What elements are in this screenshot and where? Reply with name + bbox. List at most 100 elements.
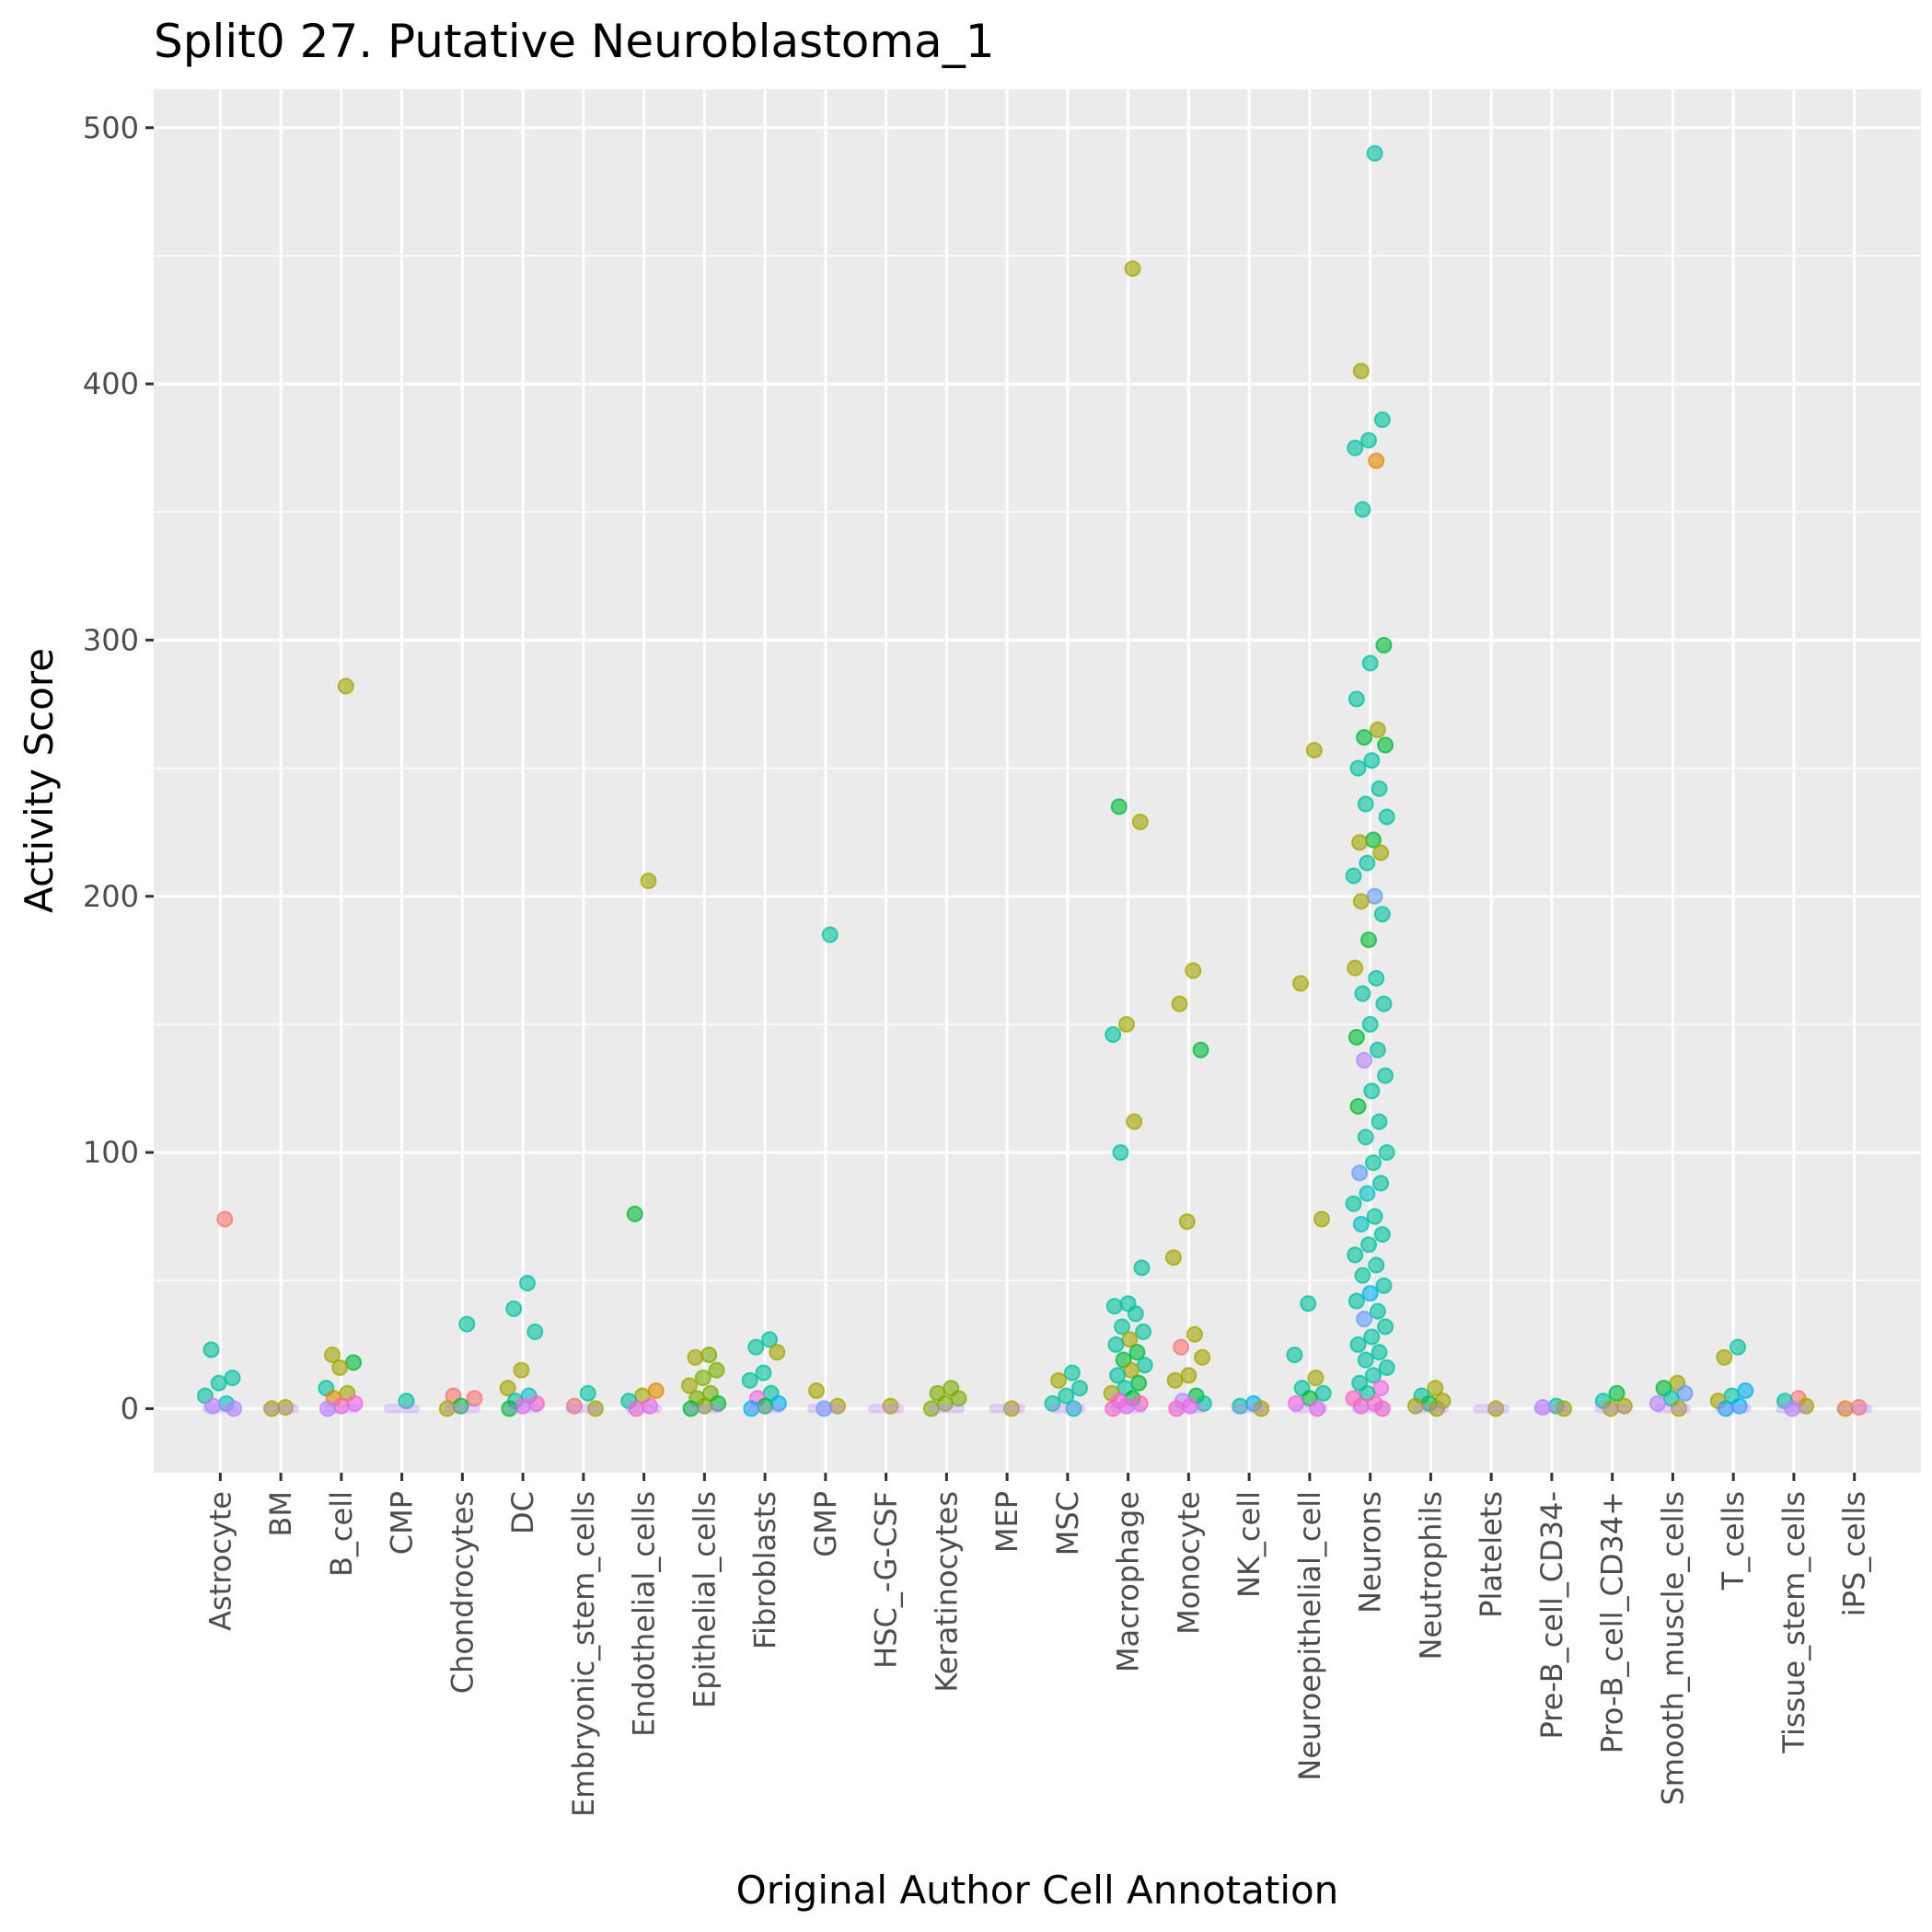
scatter-point [398, 1393, 415, 1410]
scatter-point [1348, 1292, 1365, 1310]
x-tick-label: HSC_-G-CSF [869, 1491, 904, 1669]
scatter-point [519, 1275, 537, 1292]
scatter-point [1345, 1195, 1362, 1212]
scatter-point [1377, 736, 1394, 754]
scatter-point [1357, 1128, 1374, 1146]
x-tick-label: Fibroblasts [747, 1491, 782, 1649]
scatter-point [1288, 1394, 1305, 1412]
scatter-point [337, 677, 354, 695]
baseline-cluster [262, 1404, 299, 1414]
scatter-point [1127, 1305, 1144, 1323]
x-tick-label: Tissue_stem_cells [1776, 1491, 1811, 1754]
scatter-point [1364, 1367, 1382, 1384]
scatter-point [1373, 1226, 1391, 1244]
scatter-point [1124, 260, 1141, 277]
scatter-point [1368, 1256, 1385, 1274]
baseline-cluster [565, 1404, 602, 1414]
scatter-point [1063, 1364, 1081, 1382]
scatter-point [1352, 1216, 1370, 1233]
baseline-cluster [1533, 1404, 1570, 1414]
baseline-cluster [1170, 1404, 1208, 1414]
scatter-point [922, 1400, 940, 1417]
scatter-point [1351, 1164, 1369, 1182]
baseline-cluster [928, 1404, 966, 1414]
scatter-point [1737, 1382, 1754, 1399]
scatter-point [587, 1400, 604, 1417]
scatter-point [1065, 1400, 1082, 1417]
scatter-point [1050, 1371, 1068, 1389]
x-tick-label: Epithelial_cells [687, 1491, 722, 1708]
scatter-point [1253, 1400, 1270, 1417]
baseline-cluster [444, 1404, 481, 1414]
scatter-point [1130, 1374, 1148, 1392]
scatter-point [1487, 1400, 1505, 1417]
scatter-point [1427, 1380, 1444, 1397]
x-tick-label: Endothelial_cells [627, 1491, 662, 1737]
scatter-point [1136, 1357, 1153, 1374]
scatter-point [1185, 962, 1202, 979]
y-tick-label: 400 [83, 366, 139, 401]
baseline-cluster [202, 1404, 239, 1414]
x-tick-label: DC [505, 1491, 540, 1534]
scatter-point [1356, 1311, 1373, 1327]
scatter-point [1360, 931, 1377, 949]
scatter-point [1309, 1400, 1326, 1417]
scatter-point [1347, 1246, 1364, 1264]
scatter-point [1107, 1336, 1125, 1353]
scatter-point [1836, 1400, 1854, 1417]
scatter-point [1232, 1397, 1249, 1415]
scatter-point [438, 1400, 456, 1417]
scatter-point [216, 1210, 234, 1228]
scatter-point [466, 1390, 483, 1407]
scatter-point [1368, 452, 1385, 469]
scatter-point [1192, 1041, 1209, 1059]
scatter-point [1117, 1015, 1135, 1033]
scatter-point [1354, 501, 1371, 518]
baseline-cluster [1109, 1404, 1147, 1414]
scatter-point [1131, 814, 1149, 831]
scatter-point [1352, 893, 1370, 910]
scatter-point [344, 1354, 362, 1371]
y-tick-label: 200 [83, 879, 139, 914]
scatter-point [1356, 729, 1373, 746]
x-tick-label: Pro-B_cell_CD34+ [1595, 1491, 1630, 1753]
x-tick-label: Monocyte [1171, 1491, 1206, 1635]
scatter-point [1351, 834, 1369, 851]
scatter-point [565, 1397, 583, 1415]
y-tick-label: 100 [83, 1135, 139, 1170]
scatter-point [1377, 1318, 1394, 1336]
scatter-point [1112, 1144, 1129, 1162]
x-tick-label: Embryonic_stem_cells [566, 1491, 601, 1817]
scatter-point [647, 1382, 665, 1399]
scatter-point [743, 1400, 760, 1417]
scatter-point [1361, 1015, 1379, 1033]
scatter-point [1347, 959, 1364, 977]
x-tick-label: Astrocyte [202, 1491, 237, 1631]
scatter-point [1373, 1400, 1391, 1417]
x-tick-label: Platelets [1474, 1491, 1509, 1618]
x-tick-label: BM [263, 1491, 298, 1537]
scatter-point [1371, 780, 1388, 797]
scatter-point [1307, 1370, 1325, 1387]
x-axis: Astrocyte BM B_cell CMP Chondrocytes DC Embryo… [202, 1473, 1872, 1817]
scatter-point [1361, 654, 1379, 672]
baseline-cluster [867, 1404, 905, 1414]
x-tick-label: Pre-B_cell_CD34- [1534, 1491, 1569, 1740]
x-tick-label: Smooth_muscle_cells [1655, 1491, 1690, 1806]
scatter-point [1348, 690, 1365, 708]
scatter-point [224, 1370, 241, 1387]
x-tick-label: Chondrocytes [445, 1491, 480, 1694]
scatter-point [1349, 1336, 1367, 1353]
x-tick-label: B_cell [324, 1491, 359, 1577]
scatter-point [1305, 742, 1323, 759]
scatter-point [1364, 1154, 1382, 1172]
scatter-point [1300, 1295, 1317, 1313]
scatter-point [1368, 969, 1385, 987]
scatter-point [1716, 1348, 1733, 1366]
scatter-point [1372, 844, 1390, 862]
scatter-point [687, 1348, 704, 1366]
scatter-point [1345, 867, 1362, 885]
baseline-cluster [807, 1404, 844, 1414]
plot-panel [154, 89, 1921, 1473]
